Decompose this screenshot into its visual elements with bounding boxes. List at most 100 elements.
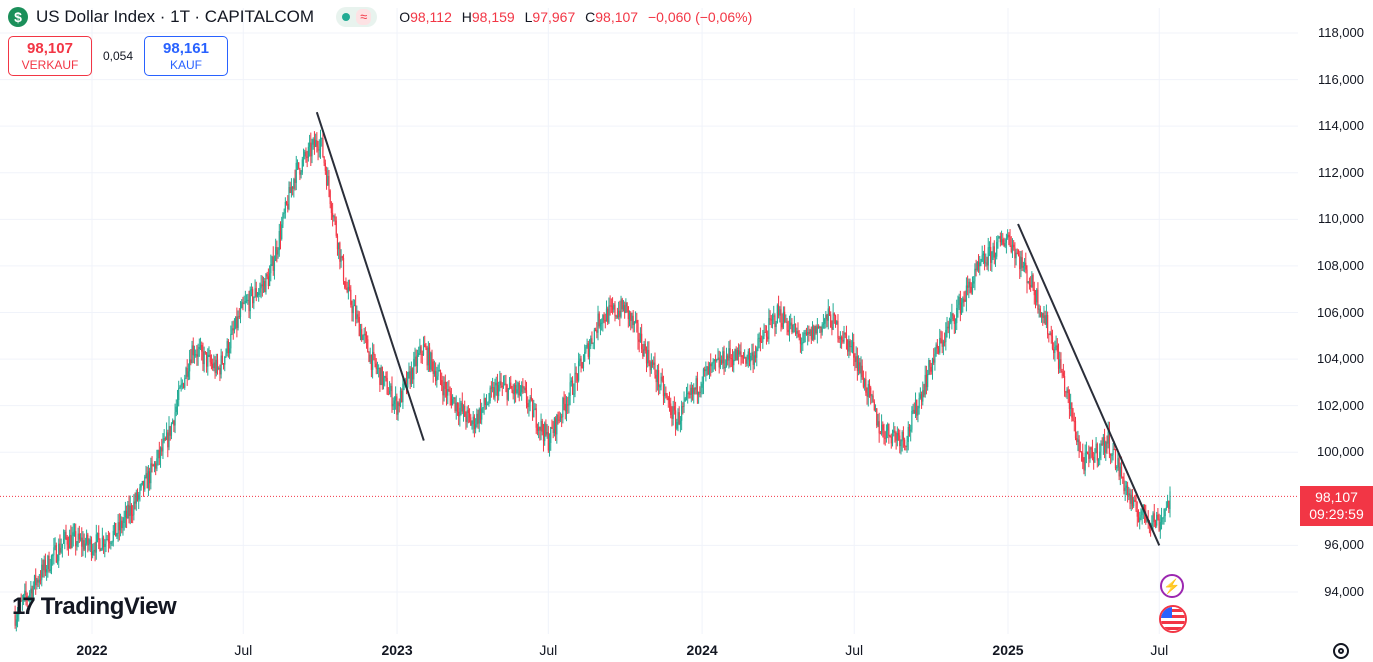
symbol-title[interactable]: US Dollar Index · 1T · CAPITALCOM [36,7,315,26]
price-tick-label: 116,000 [1317,71,1364,87]
sell-button[interactable]: 98,107 VERKAUF [8,36,92,76]
candle-body [971,283,974,293]
flash-event-icon[interactable]: ⚡ [1160,574,1184,598]
candle-body [130,505,133,515]
candle-body [182,383,185,388]
candle-body [439,370,442,381]
candle-body [797,330,799,334]
candle-body [618,310,620,318]
candle-body [1008,234,1010,237]
price-tick-label: 102,000 [1317,397,1364,413]
candle-body [830,314,832,328]
candle-body [391,385,393,407]
candle-body [123,517,125,523]
buy-button[interactable]: 98,161 KAUF [144,36,228,76]
candle-body [696,378,698,395]
trendlines[interactable] [315,111,1161,546]
candle-body [312,139,314,145]
candle-body [773,315,775,317]
candle-body [313,139,316,148]
candle-body [833,313,835,316]
candle-body [546,432,548,435]
candle-body [820,326,822,333]
candle-body [716,359,718,362]
candle-body [531,399,534,418]
candle-body [375,363,377,369]
buy-label: KAUF [169,58,202,72]
candle-body [950,319,952,323]
tradingview-logo[interactable]: 17 TradingView [12,593,177,621]
candle-body [1120,466,1123,477]
us-flag-event-icon[interactable] [1159,605,1187,633]
candle-body [491,387,494,389]
candle-body [893,430,895,433]
candle-body [473,416,476,429]
candle-body [293,179,295,189]
candle-body [998,236,1000,239]
candle-body [659,386,661,388]
candle-body [839,336,841,340]
candle-body [204,351,206,353]
candle-body [405,379,408,388]
candle-body [54,545,56,548]
settings-gear-icon[interactable] [1333,643,1349,659]
candle-body [494,385,496,398]
candle-body [901,431,903,442]
candle-body [300,172,302,175]
candle-body [1037,289,1039,310]
candle-body [422,344,425,355]
candle-body [1040,313,1043,317]
candle-body [904,439,906,446]
candle-body [1162,517,1164,519]
candle-body [340,256,342,262]
candle-body [741,355,743,358]
candle-body [815,326,817,334]
trendline[interactable] [1017,223,1161,546]
candle-body [1059,359,1061,369]
candle-body [649,362,651,371]
candle-body [142,480,145,490]
candle-body [877,421,879,426]
trendline[interactable] [315,111,425,441]
market-status-pill[interactable]: ≈ [336,7,378,27]
candle-body [158,450,160,459]
tradingview-logo-icon: 17 [12,593,36,620]
candle-body [109,542,111,544]
candle-body [644,343,646,351]
price-tick-label: 112,000 [1317,164,1364,180]
candle-body [605,308,608,322]
candle-body [979,262,981,267]
candle-body [413,358,415,380]
candle-body [994,256,997,258]
candle-body [18,608,20,615]
candle-body [127,504,129,519]
candle-body [502,384,505,387]
candle-body [920,394,923,402]
candle-body [650,361,652,371]
candle-body [736,350,738,361]
candle-body [432,361,434,374]
candle-body [1067,389,1069,394]
candle-body [1163,516,1165,518]
candle-body [674,410,677,429]
candle-body [264,281,266,293]
candle-body [1076,438,1078,443]
candle-body [357,314,359,318]
candle-body [1034,295,1037,303]
candle-body [632,315,634,326]
candle-body [753,355,755,365]
candle-body [342,258,345,282]
candle-body [157,450,159,459]
candle-body [542,431,545,442]
candle-body [671,415,673,419]
candle-body [742,357,745,359]
candle-body [859,362,861,373]
candle-body [176,400,179,407]
candle-body [586,343,588,348]
candle-body [1116,467,1118,469]
candle-body [279,230,282,239]
candle-body [175,406,177,413]
candle-body [290,186,293,193]
candle-body [849,340,851,348]
